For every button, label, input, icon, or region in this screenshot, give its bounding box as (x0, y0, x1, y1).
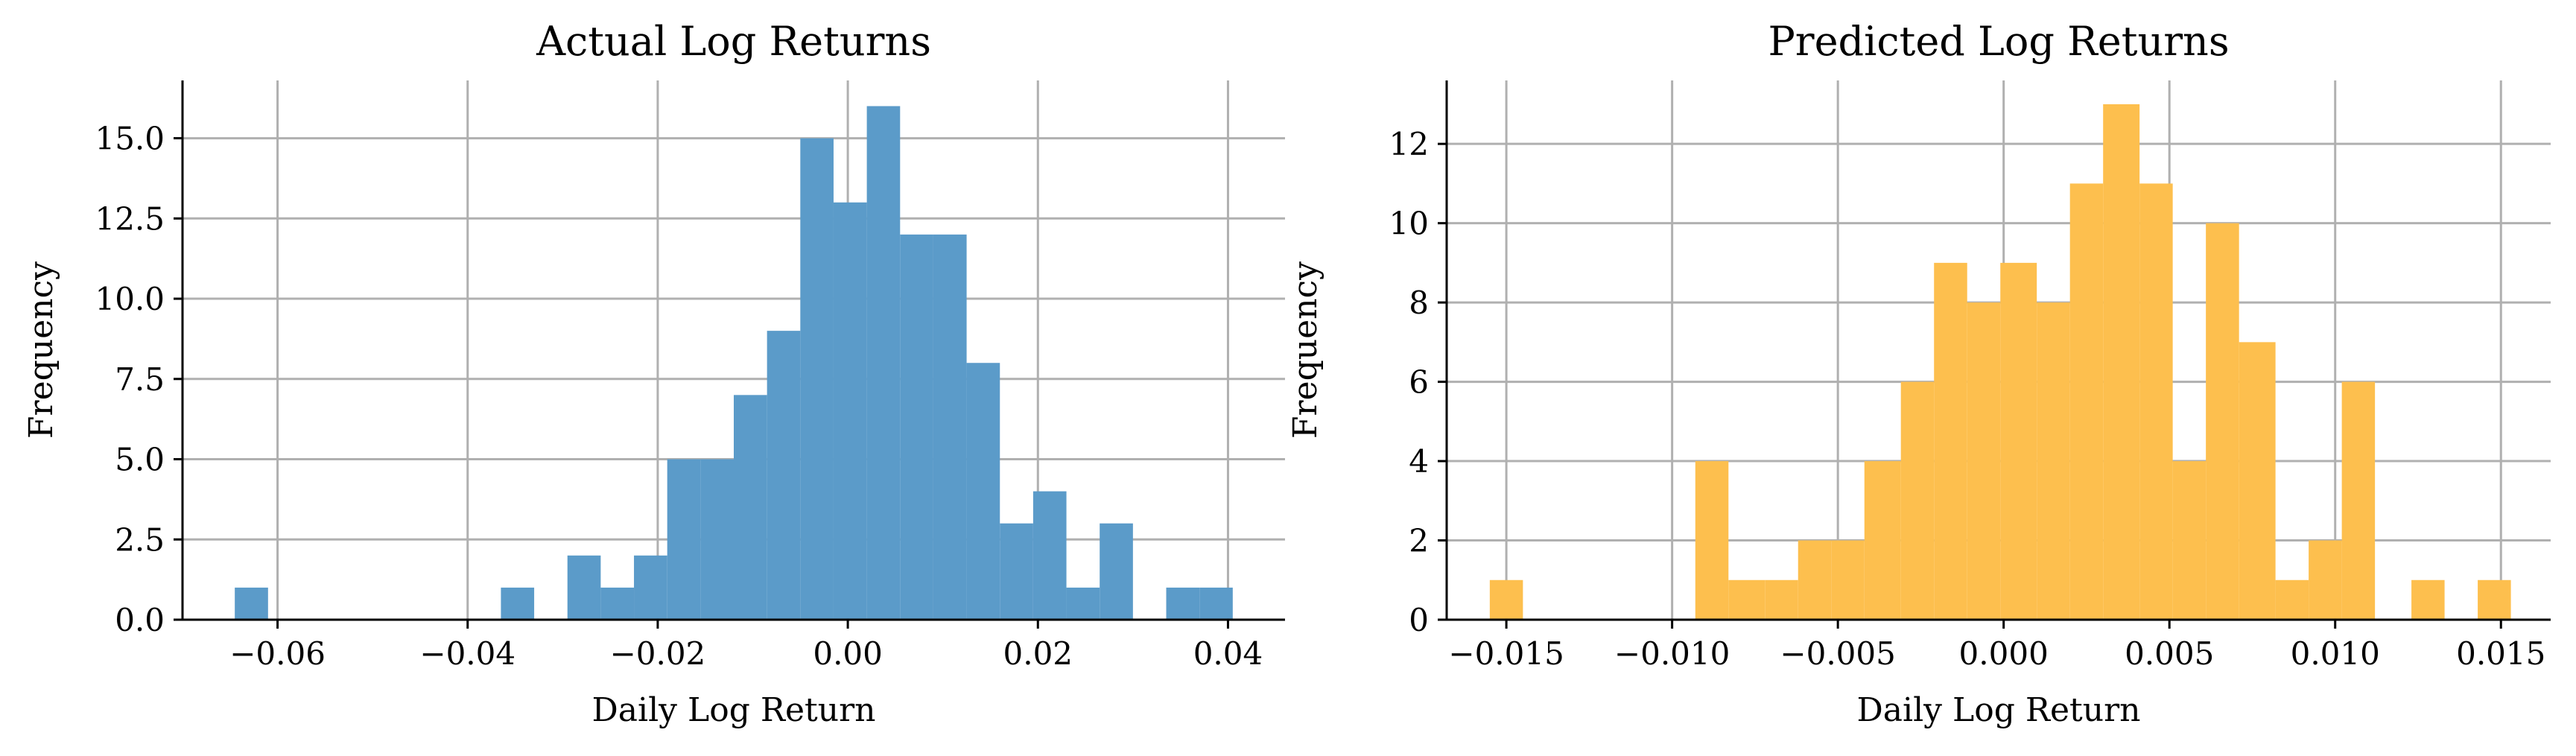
chart-predicted-log-returns: −0.015 −0.010 −0.005 0.000 0.005 0.010 0.015 0 2… (1287, 18, 2551, 729)
x-tick-label: −0.005 (1780, 635, 1895, 672)
histogram-bar (1798, 540, 1832, 620)
histogram-bar (235, 587, 268, 620)
x-tick-label: 0.015 (2456, 635, 2545, 672)
histogram-bar (2309, 540, 2342, 620)
histogram-bar (667, 459, 701, 620)
histogram-bar (833, 202, 867, 620)
chart-title: Actual Log Returns (536, 18, 931, 65)
y-axis-label: Frequency (1287, 261, 1325, 439)
histogram-bar (2000, 262, 2037, 620)
histogram-bar (2037, 302, 2070, 620)
x-tick-label: −0.015 (1448, 635, 1564, 672)
histogram-bar (734, 395, 767, 620)
histogram-bar (2341, 381, 2376, 620)
x-tick-label: 0.010 (2291, 635, 2380, 672)
histogram-bar (1900, 381, 1935, 620)
histogram-bar (501, 587, 535, 620)
histogram-bar (2239, 342, 2276, 620)
histogram-bar (866, 106, 901, 620)
y-tick-label: 12 (1389, 126, 1429, 162)
histogram-bar (1489, 579, 1523, 620)
y-tick-label: 10 (1389, 206, 1429, 242)
chart-actual-log-returns: −0.06 −0.04 −0.02 0.00 0.02 0.04 0.0 2.5 5.0 7.5 1… (22, 18, 1285, 729)
x-tick-label: 0.005 (2125, 635, 2214, 672)
histogram-bar (634, 555, 667, 620)
histogram-bar (2478, 579, 2511, 620)
histogram-bar (1000, 523, 1033, 620)
histogram-bar (1831, 540, 1865, 620)
x-tick-label: 0.02 (1003, 635, 1073, 672)
histogram-bar (1695, 461, 1729, 620)
histogram-bar (2172, 461, 2207, 620)
y-tick-label: 6 (1409, 364, 1429, 401)
x-tick-label: 0.04 (1193, 635, 1263, 672)
x-axis-label: Daily Log Return (592, 691, 876, 729)
x-tick-label: 0.000 (1959, 635, 2049, 672)
histogram-bar (600, 587, 635, 620)
x-tick-label: −0.06 (229, 635, 326, 672)
y-tick-label: 4 (1409, 443, 1429, 480)
histogram-bar (1864, 461, 1901, 620)
histogram-bar (800, 138, 834, 620)
y-tick-label: 0.0 (115, 602, 165, 638)
histogram-bar (1934, 262, 1967, 620)
y-tick-label: 2 (1409, 523, 1429, 559)
histogram-bar (1199, 587, 1233, 620)
y-tick-label: 15.0 (95, 121, 165, 157)
histogram-bar (900, 234, 933, 620)
histogram-bar (1032, 491, 1067, 620)
y-axis-label: Frequency (22, 261, 60, 439)
histogram-bar (567, 555, 601, 620)
y-tick-label: 12.5 (95, 200, 165, 237)
histogram-bar (2069, 183, 2104, 620)
histogram-bar (2103, 104, 2140, 620)
y-tick-label: 0 (1409, 602, 1429, 638)
chart-title: Predicted Log Returns (1768, 18, 2229, 65)
x-axis-label: Daily Log Return (1857, 691, 2141, 729)
histogram-bar (2275, 579, 2309, 620)
histogram-bar (1728, 579, 1766, 620)
histogram-bar (700, 459, 734, 620)
histogram-bar (1100, 523, 1133, 620)
y-tick-label: 8 (1409, 285, 1429, 321)
y-tick-label: 10.0 (95, 281, 165, 317)
x-tick-label: 0.00 (813, 635, 883, 672)
histogram-bar (2411, 579, 2445, 620)
histogram-bar (1066, 587, 1100, 620)
histogram-bar (767, 331, 801, 620)
histogram-bar (933, 234, 967, 620)
histogram-bar (1765, 579, 1798, 620)
histogram-bar (1967, 302, 2001, 620)
y-tick-label: 2.5 (115, 521, 165, 558)
y-tick-label: 5.0 (115, 442, 165, 478)
x-tick-label: −0.02 (610, 635, 706, 672)
histogram-bar (2206, 223, 2239, 620)
histogram-bar (966, 363, 1000, 620)
x-tick-label: −0.010 (1614, 635, 1730, 672)
histogram-bar (1166, 587, 1200, 620)
histogram-bar (2139, 183, 2173, 620)
x-tick-label: −0.04 (419, 635, 515, 672)
y-tick-label: 7.5 (115, 361, 165, 398)
